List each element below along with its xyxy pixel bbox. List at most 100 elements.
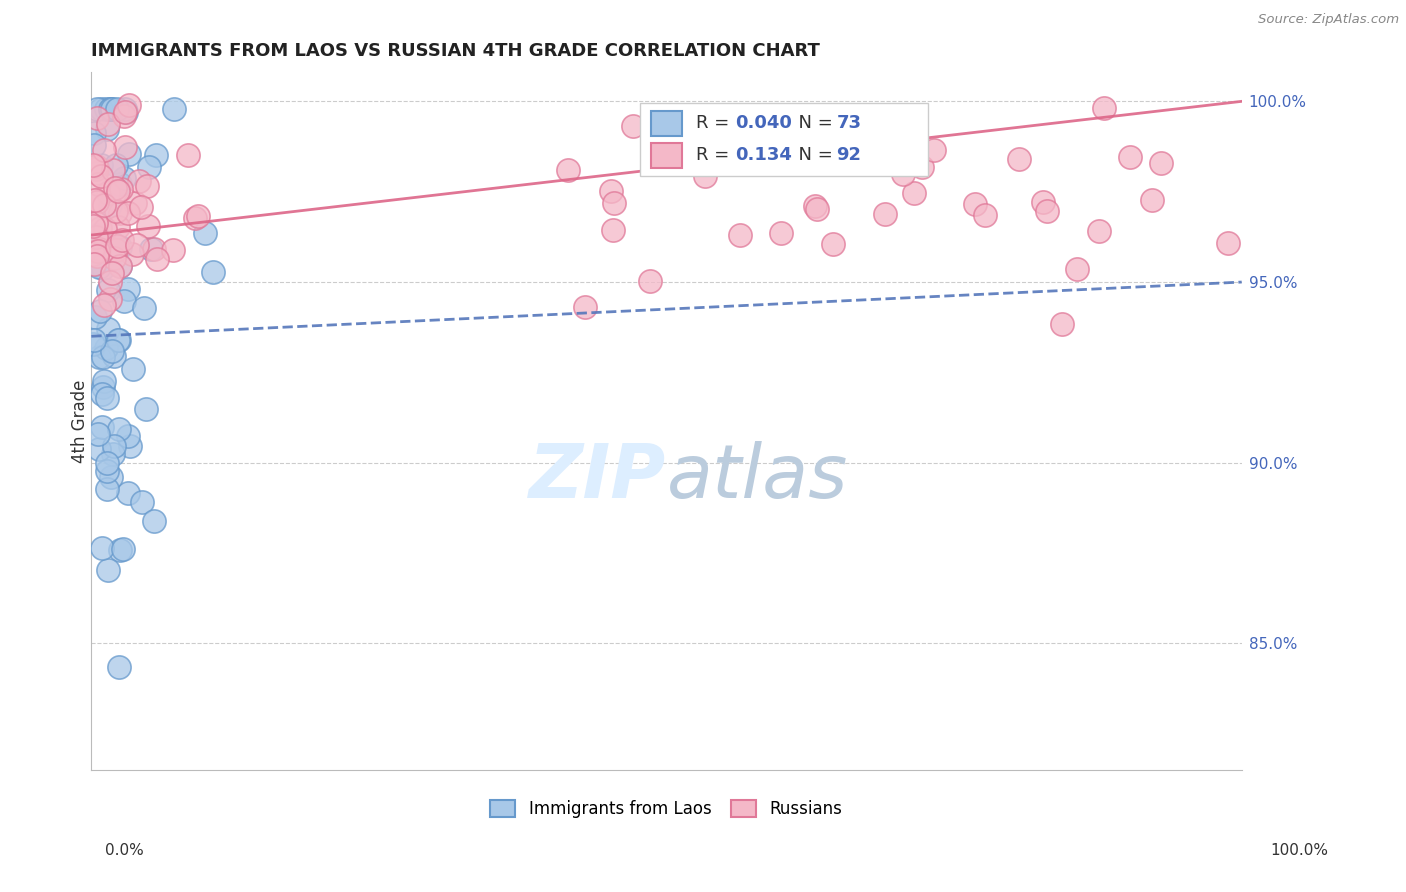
- Point: [97, 322, 120, 336]
- Text: 0.134: 0.134: [735, 146, 792, 164]
- Point: [136, 178, 159, 193]
- Point: [91, 419, 114, 434]
- Point: [600, 184, 623, 198]
- Point: [103, 349, 125, 363]
- Point: [90, 541, 112, 555]
- Point: [1052, 317, 1074, 331]
- Text: IMMIGRANTS FROM LAOS VS RUSSIAN 4TH GRADE CORRELATION CHART: IMMIGRANTS FROM LAOS VS RUSSIAN 4TH GRAD…: [91, 42, 820, 60]
- Point: [107, 422, 129, 436]
- Point: [87, 442, 110, 456]
- Point: [728, 227, 751, 242]
- Point: [124, 195, 146, 210]
- Point: [162, 243, 184, 257]
- Point: [105, 243, 128, 257]
- Point: [84, 162, 107, 177]
- Point: [90, 158, 112, 172]
- Point: [1092, 101, 1115, 115]
- Point: [101, 343, 124, 358]
- Point: [695, 169, 717, 183]
- Point: [86, 249, 108, 263]
- Point: [84, 257, 107, 271]
- Point: [973, 208, 995, 222]
- Point: [91, 386, 114, 401]
- Point: [108, 206, 131, 220]
- Point: [96, 464, 118, 478]
- Point: [94, 222, 117, 236]
- Point: [87, 177, 110, 191]
- Point: [602, 223, 624, 237]
- Point: [107, 660, 129, 674]
- Point: [110, 543, 132, 558]
- Point: [769, 227, 792, 241]
- Point: [117, 486, 139, 500]
- Point: [903, 186, 925, 201]
- Point: [93, 198, 115, 212]
- Point: [125, 237, 148, 252]
- Point: [86, 102, 108, 116]
- Point: [82, 158, 104, 172]
- Legend: Immigrants from Laos, Russians: Immigrants from Laos, Russians: [484, 793, 849, 824]
- Point: [638, 274, 661, 288]
- Point: [105, 239, 128, 253]
- Point: [111, 233, 134, 247]
- Point: [110, 182, 132, 196]
- Point: [121, 246, 143, 260]
- Point: [100, 102, 122, 116]
- Text: 0.040: 0.040: [735, 114, 792, 132]
- Point: [97, 283, 120, 297]
- Point: [98, 293, 121, 307]
- Point: [922, 143, 945, 157]
- Point: [108, 260, 131, 274]
- Point: [86, 161, 108, 175]
- Point: [804, 199, 827, 213]
- Point: [108, 333, 131, 347]
- Point: [135, 401, 157, 416]
- Text: 73: 73: [837, 114, 862, 132]
- Point: [90, 102, 112, 116]
- Point: [107, 184, 129, 198]
- Point: [104, 181, 127, 195]
- Point: [86, 194, 108, 209]
- Point: [117, 282, 139, 296]
- Point: [93, 143, 115, 157]
- Point: [108, 178, 131, 192]
- Point: [134, 301, 156, 315]
- Point: [1066, 261, 1088, 276]
- Point: [114, 139, 136, 153]
- Point: [131, 494, 153, 508]
- Point: [83, 333, 105, 347]
- Point: [89, 220, 111, 235]
- Point: [202, 265, 225, 279]
- Point: [84, 216, 107, 230]
- Point: [108, 259, 131, 273]
- Point: [84, 159, 107, 173]
- Point: [138, 160, 160, 174]
- Point: [86, 227, 108, 242]
- Point: [574, 300, 596, 314]
- Point: [128, 174, 150, 188]
- Point: [117, 429, 139, 443]
- Text: N =: N =: [787, 146, 839, 164]
- Point: [177, 148, 200, 162]
- Point: [145, 252, 167, 266]
- Point: [82, 247, 104, 261]
- Point: [94, 102, 117, 116]
- Point: [806, 202, 828, 216]
- Point: [112, 294, 135, 309]
- Point: [114, 102, 136, 116]
- Point: [83, 137, 105, 152]
- Point: [603, 195, 626, 210]
- Point: [97, 117, 120, 131]
- Point: [142, 242, 165, 256]
- Point: [891, 167, 914, 181]
- Point: [98, 198, 121, 212]
- Point: [87, 350, 110, 364]
- Point: [96, 482, 118, 496]
- Point: [97, 563, 120, 577]
- Point: [84, 194, 107, 208]
- Point: [84, 193, 107, 207]
- Point: [1088, 224, 1111, 238]
- Point: [101, 266, 124, 280]
- Point: [114, 104, 136, 119]
- Point: [112, 109, 135, 123]
